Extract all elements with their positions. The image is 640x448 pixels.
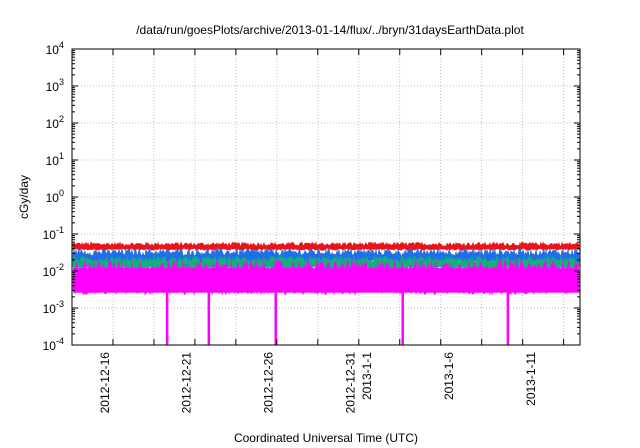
y-tick-label: 10-1 (43, 225, 64, 242)
y-tick-label: 101 (46, 151, 64, 168)
series-band (73, 268, 579, 293)
plot-area (72, 241, 580, 345)
plot-frame (71, 48, 581, 346)
y-tick-label: 10-3 (43, 299, 64, 316)
grid (72, 49, 580, 345)
y-axis: 10-4 10-3 10-2 10-1 100 101 102 103 104 (43, 40, 580, 353)
dropout-spike (506, 290, 510, 345)
y-tick-label: 103 (46, 77, 64, 94)
chart-title: /data/run/goesPlots/archive/2013-01-14/f… (136, 23, 524, 37)
x-tick-label: 2012-12-16 (98, 352, 112, 414)
dropout-spike (274, 290, 277, 345)
x-axis-label: Coordinated Universal Time (UTC) (234, 431, 418, 445)
y-tick-label: 104 (46, 40, 64, 57)
y-tick-label: 102 (46, 114, 64, 131)
x-tick-label: 2013-1-6 (442, 352, 456, 400)
series-trace (72, 241, 580, 252)
dropout-spike (165, 290, 169, 345)
x-tick-label: 2012-12-21 (180, 352, 194, 414)
y-axis-label: cGy/day (17, 175, 31, 219)
x-axis: 2012-12-16 2012-12-21 2012-12-26 2012-12-31… (71, 49, 565, 414)
dropout-spike (207, 290, 211, 345)
x-tick-label: 2013-1-11 (524, 352, 538, 406)
y-tick-label: 10-4 (43, 336, 64, 353)
y-tick-label: 10-2 (43, 262, 64, 279)
y-tick-label: 100 (46, 188, 64, 205)
x-tick-label: 2012-12-31 (344, 352, 358, 414)
x-tick-label: 2012-12-26 (262, 352, 276, 414)
x-tick-label: 2013-1-1 (360, 352, 374, 400)
dropout-spike (401, 290, 404, 345)
